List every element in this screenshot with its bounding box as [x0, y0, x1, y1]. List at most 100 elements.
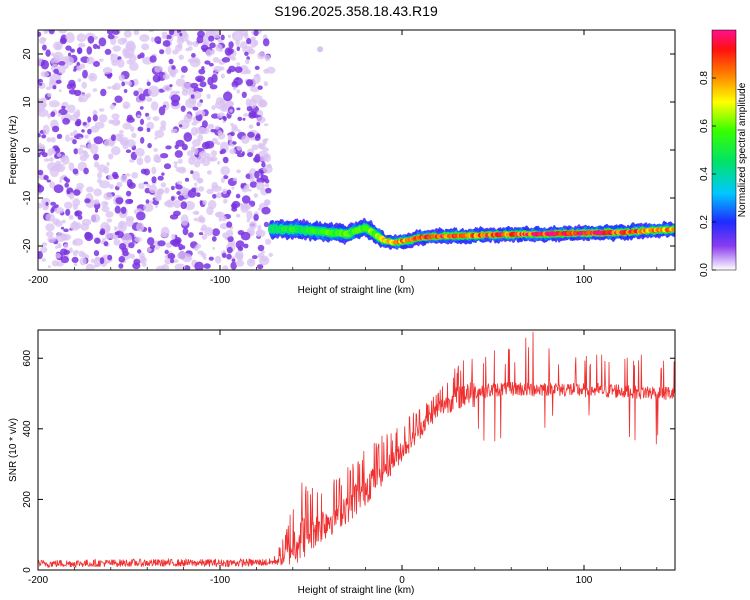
noise-blob — [160, 182, 167, 188]
noise-blob — [200, 44, 209, 51]
noise-blob — [161, 172, 165, 176]
noise-blob — [209, 50, 215, 55]
noise-blob — [226, 253, 232, 260]
snr-xtick-label: 0 — [399, 575, 405, 586]
noise-blob — [41, 242, 48, 247]
noise-blob — [263, 199, 271, 206]
noise-blob — [257, 142, 264, 149]
noise-blob — [244, 51, 249, 56]
noise-blob — [163, 163, 172, 170]
noise-blob — [64, 182, 69, 188]
noise-blob — [136, 157, 144, 166]
noise-blob — [55, 79, 62, 84]
noise-blob — [204, 60, 211, 65]
noise-blob — [51, 148, 55, 153]
noise-blob — [218, 217, 222, 222]
noise-blob — [232, 86, 237, 91]
noise-blob — [196, 77, 203, 83]
noise-blob — [41, 134, 47, 139]
noise-blob — [164, 187, 170, 194]
noise-blob — [187, 150, 194, 157]
spectrogram-xtick-label: 0 — [399, 275, 405, 286]
noise-blob — [198, 215, 204, 221]
noise-blob — [253, 73, 261, 84]
spectrogram-xtick-label: -200 — [28, 275, 48, 286]
noise-blob — [173, 161, 179, 165]
noise-blob — [68, 162, 75, 171]
noise-blob — [257, 224, 262, 231]
noise-blob — [94, 208, 99, 213]
noise-blob — [178, 243, 183, 249]
noise-blob — [154, 155, 162, 163]
noise-blob — [92, 43, 98, 50]
noise-blob — [79, 137, 82, 140]
noise-blob — [254, 170, 260, 179]
noise-blob — [179, 32, 183, 37]
noise-blob — [73, 189, 81, 196]
noise-blob — [174, 44, 183, 52]
noise-blob — [221, 116, 226, 120]
noise-blob — [227, 135, 233, 141]
noise-blob — [243, 113, 249, 117]
noise-blob — [191, 53, 196, 58]
noise-blob — [99, 257, 105, 265]
noise-blob — [98, 37, 107, 47]
noise-blob — [263, 81, 269, 87]
noise-blob — [125, 80, 128, 85]
snr-xtick-label: -200 — [28, 575, 48, 586]
noise-blob — [146, 81, 151, 87]
noise-blob — [178, 54, 184, 60]
spectrogram-xlabel: Height of straight line (km) — [298, 285, 415, 296]
noise-blob — [38, 144, 44, 153]
noise-blob — [73, 111, 81, 118]
noise-blob — [77, 78, 82, 83]
noise-blob — [121, 81, 126, 87]
noise-blob — [148, 85, 160, 97]
noise-blob — [139, 52, 145, 59]
noise-blob — [72, 168, 79, 175]
spectrogram-xtick-label: 100 — [576, 275, 593, 286]
noise-blob — [262, 147, 270, 152]
noise-blob — [125, 173, 131, 177]
noise-blob — [220, 66, 225, 71]
noise-blob — [196, 101, 202, 108]
noise-blob — [117, 137, 124, 142]
noise-blob — [187, 58, 196, 63]
noise-blob — [148, 226, 151, 231]
noise-blob — [246, 210, 253, 220]
noise-blob — [194, 261, 204, 270]
noise-blob — [246, 258, 256, 267]
noise-blob — [264, 54, 271, 62]
noise-blob — [268, 252, 274, 257]
noise-blob — [248, 111, 257, 117]
noise-blob — [41, 258, 47, 262]
noise-blob — [253, 30, 259, 37]
noise-blob — [59, 248, 68, 256]
noise-blob — [252, 255, 258, 260]
noise-blob — [114, 205, 121, 214]
noise-blob — [118, 255, 126, 263]
noise-blob — [247, 48, 256, 55]
noise-blob — [169, 84, 173, 88]
noise-blob — [109, 184, 114, 190]
noise-blob — [228, 65, 236, 73]
noise-blob — [55, 232, 66, 243]
noise-blob — [43, 158, 50, 162]
noise-blob — [201, 120, 208, 128]
noise-blob — [122, 49, 129, 57]
noise-blob — [65, 134, 70, 142]
snr-xlabel: Height of straight line (km) — [298, 585, 415, 596]
noise-blob — [123, 30, 132, 38]
noise-blob — [211, 181, 219, 190]
noise-blob — [76, 65, 82, 72]
noise-blob — [220, 166, 230, 176]
noise-blob — [72, 220, 78, 229]
noise-blob — [45, 223, 55, 232]
noise-blob — [211, 30, 222, 39]
noise-blob — [72, 250, 78, 257]
noise-blob — [223, 198, 228, 204]
noise-blob — [265, 187, 272, 194]
noise-blob — [241, 195, 251, 204]
noise-blob — [140, 168, 147, 175]
noise-blob — [188, 232, 194, 238]
